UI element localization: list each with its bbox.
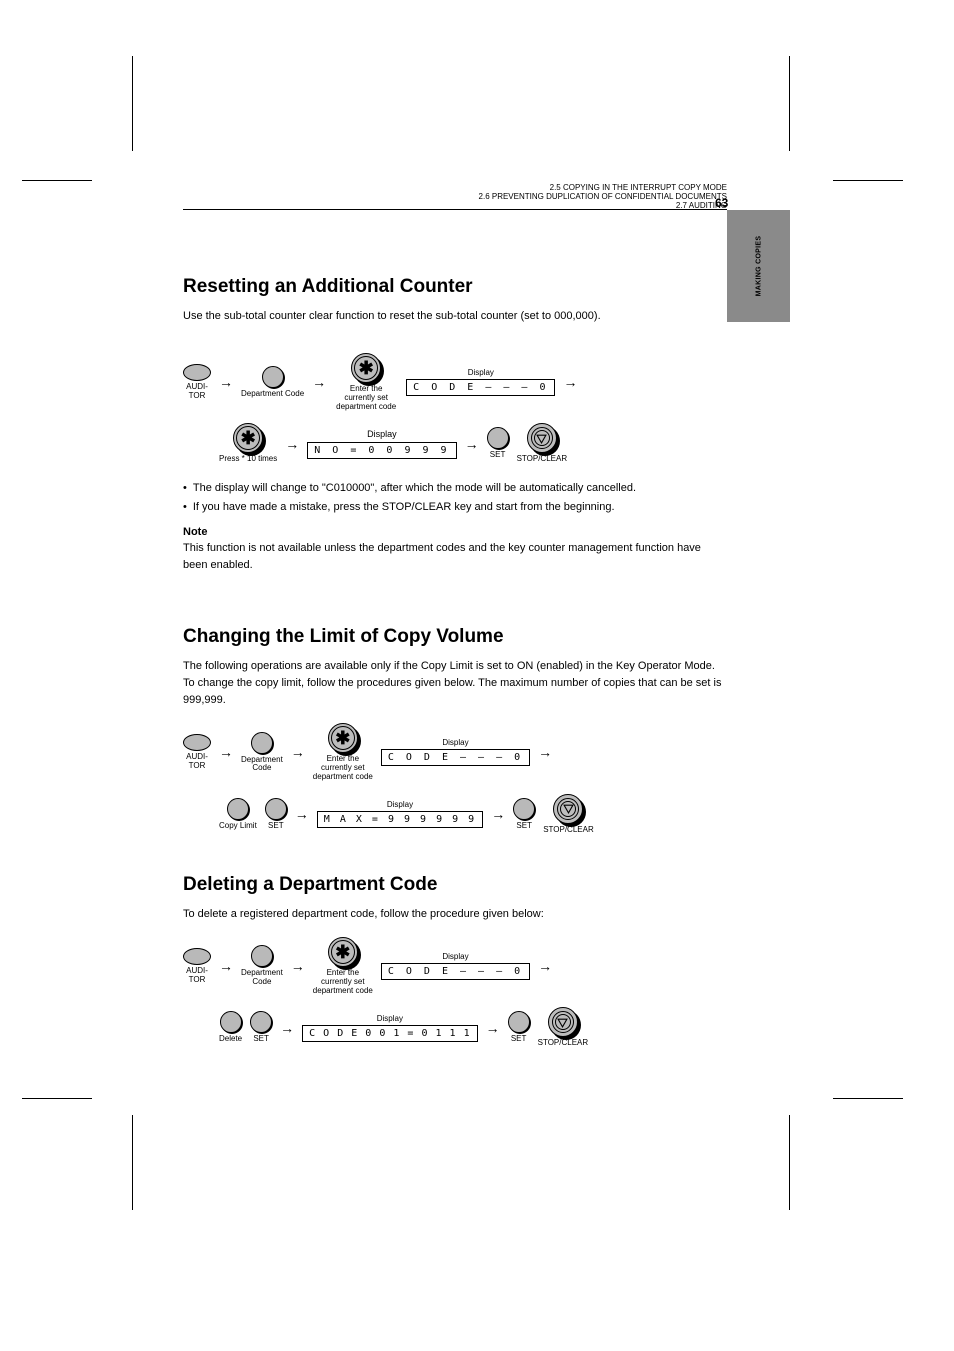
button-caption: Enter thecurrently setdepartment code xyxy=(313,969,373,995)
max-button-icon xyxy=(227,798,249,820)
crop-mark xyxy=(833,1098,903,1099)
lcd-display: M A X = 9 9 9 9 9 9 xyxy=(317,811,483,828)
arrow-icon: → xyxy=(285,436,299,452)
lcd-display: N O = 0 0 9 9 9 xyxy=(307,442,456,459)
sequence-row: Copy Limit SET → Display M A X = 9 9 9 9… xyxy=(183,794,727,835)
display-label: Display xyxy=(367,429,397,439)
button-caption: Enter the currently set department code xyxy=(334,385,398,411)
arrow-icon: → xyxy=(491,806,505,822)
dept-code-button-icon xyxy=(251,945,273,967)
set-button-icon xyxy=(513,798,535,820)
bullet-item: •If you have made a mistake, press the S… xyxy=(183,499,727,516)
button-caption: Press * 10 times xyxy=(219,455,277,464)
button-caption: SET xyxy=(253,1035,269,1044)
button-caption: AUDI-TOR xyxy=(186,753,208,771)
dept-code-button-icon xyxy=(262,366,284,388)
button-caption: AUDI-TOR xyxy=(186,967,208,985)
chapter-tab-label: MAKING COPIES xyxy=(755,236,762,297)
arrow-icon: → xyxy=(486,1020,500,1036)
sequence-row: AUDI-TOR → DepartmentCode → ✱ Enter thec… xyxy=(183,723,727,781)
arrow-icon: → xyxy=(465,436,479,452)
arrow-icon: → xyxy=(219,374,233,390)
asterisk-button-icon: ✱ xyxy=(328,723,358,753)
arrow-icon: → xyxy=(563,374,577,390)
section-delete-code: Deleting a Department Code To delete a r… xyxy=(183,874,727,1048)
lcd-display: C O D E – – – 0 xyxy=(406,379,555,396)
sequence-row: AUDI-TOR → Department Code → ✱ Enter the… xyxy=(183,353,727,411)
set-button-icon xyxy=(265,798,287,820)
button-caption: Enter thecurrently setdepartment code xyxy=(313,755,373,781)
dept-code-button-icon xyxy=(251,732,273,754)
arrow-icon: → xyxy=(291,958,305,974)
crop-mark xyxy=(789,1115,790,1210)
note-body: This function is not available unless th… xyxy=(183,540,727,573)
button-caption: STOP/CLEAR xyxy=(538,1039,589,1048)
button-caption: DepartmentCode xyxy=(241,756,283,774)
note-label: Note xyxy=(183,526,727,538)
button-caption: STOP/CLEAR xyxy=(517,455,568,464)
display-label: Display xyxy=(387,800,413,809)
section-para: The following operations are available o… xyxy=(183,658,727,709)
lcd-display: C O D E – – – 0 xyxy=(381,749,530,766)
stop-clear-button-icon xyxy=(527,423,557,453)
display-label: Display xyxy=(442,952,468,961)
crop-mark xyxy=(22,1098,92,1099)
button-caption: Copy Limit xyxy=(219,822,257,831)
arrow-icon: → xyxy=(295,806,309,822)
lcd-display: C O D E – – – 0 xyxy=(381,963,530,980)
arrow-icon: → xyxy=(219,958,233,974)
arrow-icon: → xyxy=(538,958,552,974)
button-caption: SET xyxy=(511,1035,527,1044)
button-caption: Delete xyxy=(219,1035,242,1044)
crop-mark xyxy=(132,1115,133,1210)
chapter-tab: MAKING COPIES xyxy=(727,210,790,322)
section-additional-counter: Resetting an Additional Counter Use the … xyxy=(183,276,727,573)
arrow-icon: → xyxy=(219,744,233,760)
arrow-icon: → xyxy=(280,1020,294,1036)
lcd-display: C O D E 0 0 1 = 0 1 1 1 xyxy=(302,1025,477,1042)
auditor-button-icon xyxy=(183,948,211,965)
arrow-icon: → xyxy=(312,374,326,390)
stop-clear-button-icon xyxy=(548,1007,578,1037)
running-head: 2.5 COPYING IN THE INTERRUPT COPY MODE 2… xyxy=(479,184,727,210)
section-title: Changing the Limit of Copy Volume xyxy=(183,626,727,648)
sequence-row: ✱ Press * 10 times → Display N O = 0 0 9… xyxy=(183,423,727,464)
set-button-icon xyxy=(250,1011,272,1033)
section-title: Deleting a Department Code xyxy=(183,874,727,896)
auditor-button-icon xyxy=(183,734,211,751)
display-label: Display xyxy=(442,738,468,747)
auditor-button-icon xyxy=(183,364,211,381)
stop-clear-button-icon xyxy=(553,794,583,824)
set-button-icon xyxy=(487,427,509,449)
button-caption: SET xyxy=(516,822,532,831)
button-caption: STOP/CLEAR xyxy=(543,826,594,835)
display-label: Display xyxy=(468,368,494,377)
button-caption: Department Code xyxy=(241,390,304,399)
delete-button-icon xyxy=(220,1011,242,1033)
set-button-icon xyxy=(508,1011,530,1033)
button-caption: SET xyxy=(268,822,284,831)
asterisk-button-icon: ✱ xyxy=(351,353,381,383)
section-copy-limit: Changing the Limit of Copy Volume The fo… xyxy=(183,626,727,834)
asterisk-button-icon: ✱ xyxy=(233,423,263,453)
button-caption: AUDI-TOR xyxy=(186,383,208,401)
arrow-icon: → xyxy=(291,744,305,760)
sequence-row: Delete SET → Display C O D E 0 0 1 = 0 1… xyxy=(183,1007,727,1048)
bullet-item: •The display will change to "C010000", a… xyxy=(183,480,727,497)
display-label: Display xyxy=(377,1014,403,1023)
crop-mark xyxy=(789,56,790,151)
section-title: Resetting an Additional Counter xyxy=(183,276,727,298)
crop-mark xyxy=(132,56,133,151)
arrow-icon: → xyxy=(538,744,552,760)
section-para: Use the sub-total counter clear function… xyxy=(183,308,727,325)
button-caption: SET xyxy=(490,451,506,460)
asterisk-button-icon: ✱ xyxy=(328,937,358,967)
sequence-row: AUDI-TOR → DepartmentCode → ✱ Enter thec… xyxy=(183,937,727,995)
button-caption: DepartmentCode xyxy=(241,969,283,987)
section-para: To delete a registered department code, … xyxy=(183,906,727,923)
crop-mark xyxy=(833,180,903,181)
crop-mark xyxy=(22,180,92,181)
